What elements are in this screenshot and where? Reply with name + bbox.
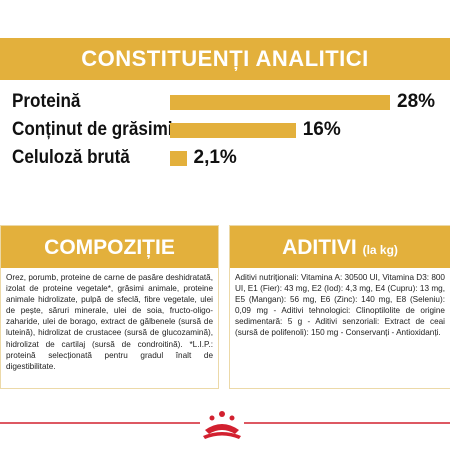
additives-text: Aditivi nutriționali: Vitamina A: 30500 … (235, 273, 445, 338)
additives-title-row: ADITIVI (la kg) (230, 226, 450, 268)
analytic-title: CONSTITUENȚI ANALITICI (0, 38, 450, 80)
item-label: Celuloză brută (12, 147, 130, 168)
additives-unit: (la kg) (362, 243, 398, 257)
value-bar (170, 123, 296, 138)
footer (0, 405, 450, 441)
logo (203, 411, 241, 439)
composition-text: Orez, porumb, proteine de carne de pasăr… (6, 273, 213, 371)
composition-title: COMPOZIȚIE (1, 226, 218, 268)
value-label: 28% (397, 91, 436, 112)
value-label: 16% (302, 119, 341, 140)
additives-panel: ADITIVI (la kg) Aditivi nutriționali: Vi… (229, 225, 450, 389)
item-label: Proteină (12, 91, 81, 112)
item-label: Conținut de grăsimi (12, 119, 173, 140)
value-label: 2,1% (193, 147, 237, 168)
composition-panel: COMPOZIȚIE Orez, porumb, proteine de car… (0, 225, 219, 389)
additives-title: ADITIVI (282, 236, 357, 259)
value-bar (170, 151, 187, 166)
value-bar (170, 95, 390, 110)
